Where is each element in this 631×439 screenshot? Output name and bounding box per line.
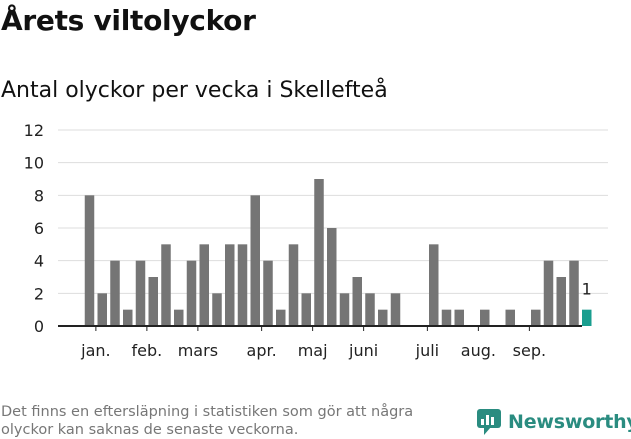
bar — [390, 293, 401, 326]
bar — [263, 260, 273, 326]
bar — [441, 309, 452, 326]
bar — [352, 277, 362, 326]
x-tick-label: aug. — [461, 341, 496, 360]
bar — [174, 309, 184, 326]
y-axis-ticks: 0 2 4 6 8 10 12 — [24, 121, 44, 336]
data-labels: 1 — [582, 280, 592, 299]
bar — [301, 293, 311, 326]
bar — [110, 260, 120, 326]
bar — [365, 293, 375, 326]
logo-bar-3 — [491, 417, 494, 425]
bar — [454, 309, 464, 326]
bar — [288, 244, 299, 326]
bar — [429, 244, 439, 326]
x-tick-label: feb. — [132, 341, 163, 360]
bar — [135, 260, 146, 326]
bar — [276, 309, 286, 326]
bar — [161, 244, 171, 326]
x-tick-label: apr. — [247, 341, 277, 360]
bar — [199, 244, 209, 326]
bar — [327, 228, 337, 326]
bar — [378, 309, 388, 326]
logo-bubble-tail — [484, 427, 491, 435]
footnote: Det finns en eftersläpning i statistiken… — [1, 404, 414, 438]
y-tick-label: 10 — [24, 154, 44, 173]
bar — [237, 244, 248, 326]
y-tick-label: 4 — [34, 252, 44, 271]
bar — [339, 293, 350, 326]
y-tick-label: 8 — [34, 186, 44, 205]
bar — [212, 293, 222, 326]
y-tick-label: 2 — [34, 284, 44, 303]
bar — [225, 244, 235, 326]
brand-logo[interactable]: Newsworthy — [476, 408, 631, 436]
y-tick-label: 12 — [24, 121, 44, 140]
bar — [186, 260, 197, 326]
y-tick-label: 6 — [34, 219, 44, 238]
chart-subtitle: Antal olyckor per vecka i Skellefteå — [1, 78, 388, 103]
highlight-value-label: 1 — [582, 280, 592, 299]
logo-bar-1 — [481, 419, 484, 425]
bar — [97, 293, 107, 326]
bar — [250, 195, 260, 326]
bar — [123, 309, 133, 326]
y-tick-label: 0 — [34, 317, 44, 336]
bar — [84, 195, 95, 326]
x-tick-label: jan. — [80, 341, 110, 360]
x-tick-label: juni — [348, 341, 378, 360]
brand-name: Newsworthy — [508, 411, 631, 433]
x-tick-label: sep. — [513, 341, 546, 360]
bar-series — [84, 179, 592, 326]
x-axis-ticks: jan. feb. mars apr. maj juni juli aug. sep. — [80, 326, 546, 360]
bar — [148, 277, 158, 326]
bar — [505, 309, 515, 326]
logo-bar-2 — [486, 415, 489, 425]
x-tick-label: maj — [298, 341, 328, 360]
bar — [531, 309, 541, 326]
bar — [314, 179, 324, 326]
bar-highlight — [582, 309, 592, 326]
bar — [543, 260, 554, 326]
bar — [569, 260, 579, 326]
x-tick-label: juli — [415, 341, 439, 360]
page-title: Årets viltolyckor — [1, 4, 256, 37]
bar — [556, 277, 566, 326]
bar — [480, 309, 490, 326]
x-tick-label: mars — [178, 341, 218, 360]
newsworthy-logo-icon — [477, 409, 501, 435]
